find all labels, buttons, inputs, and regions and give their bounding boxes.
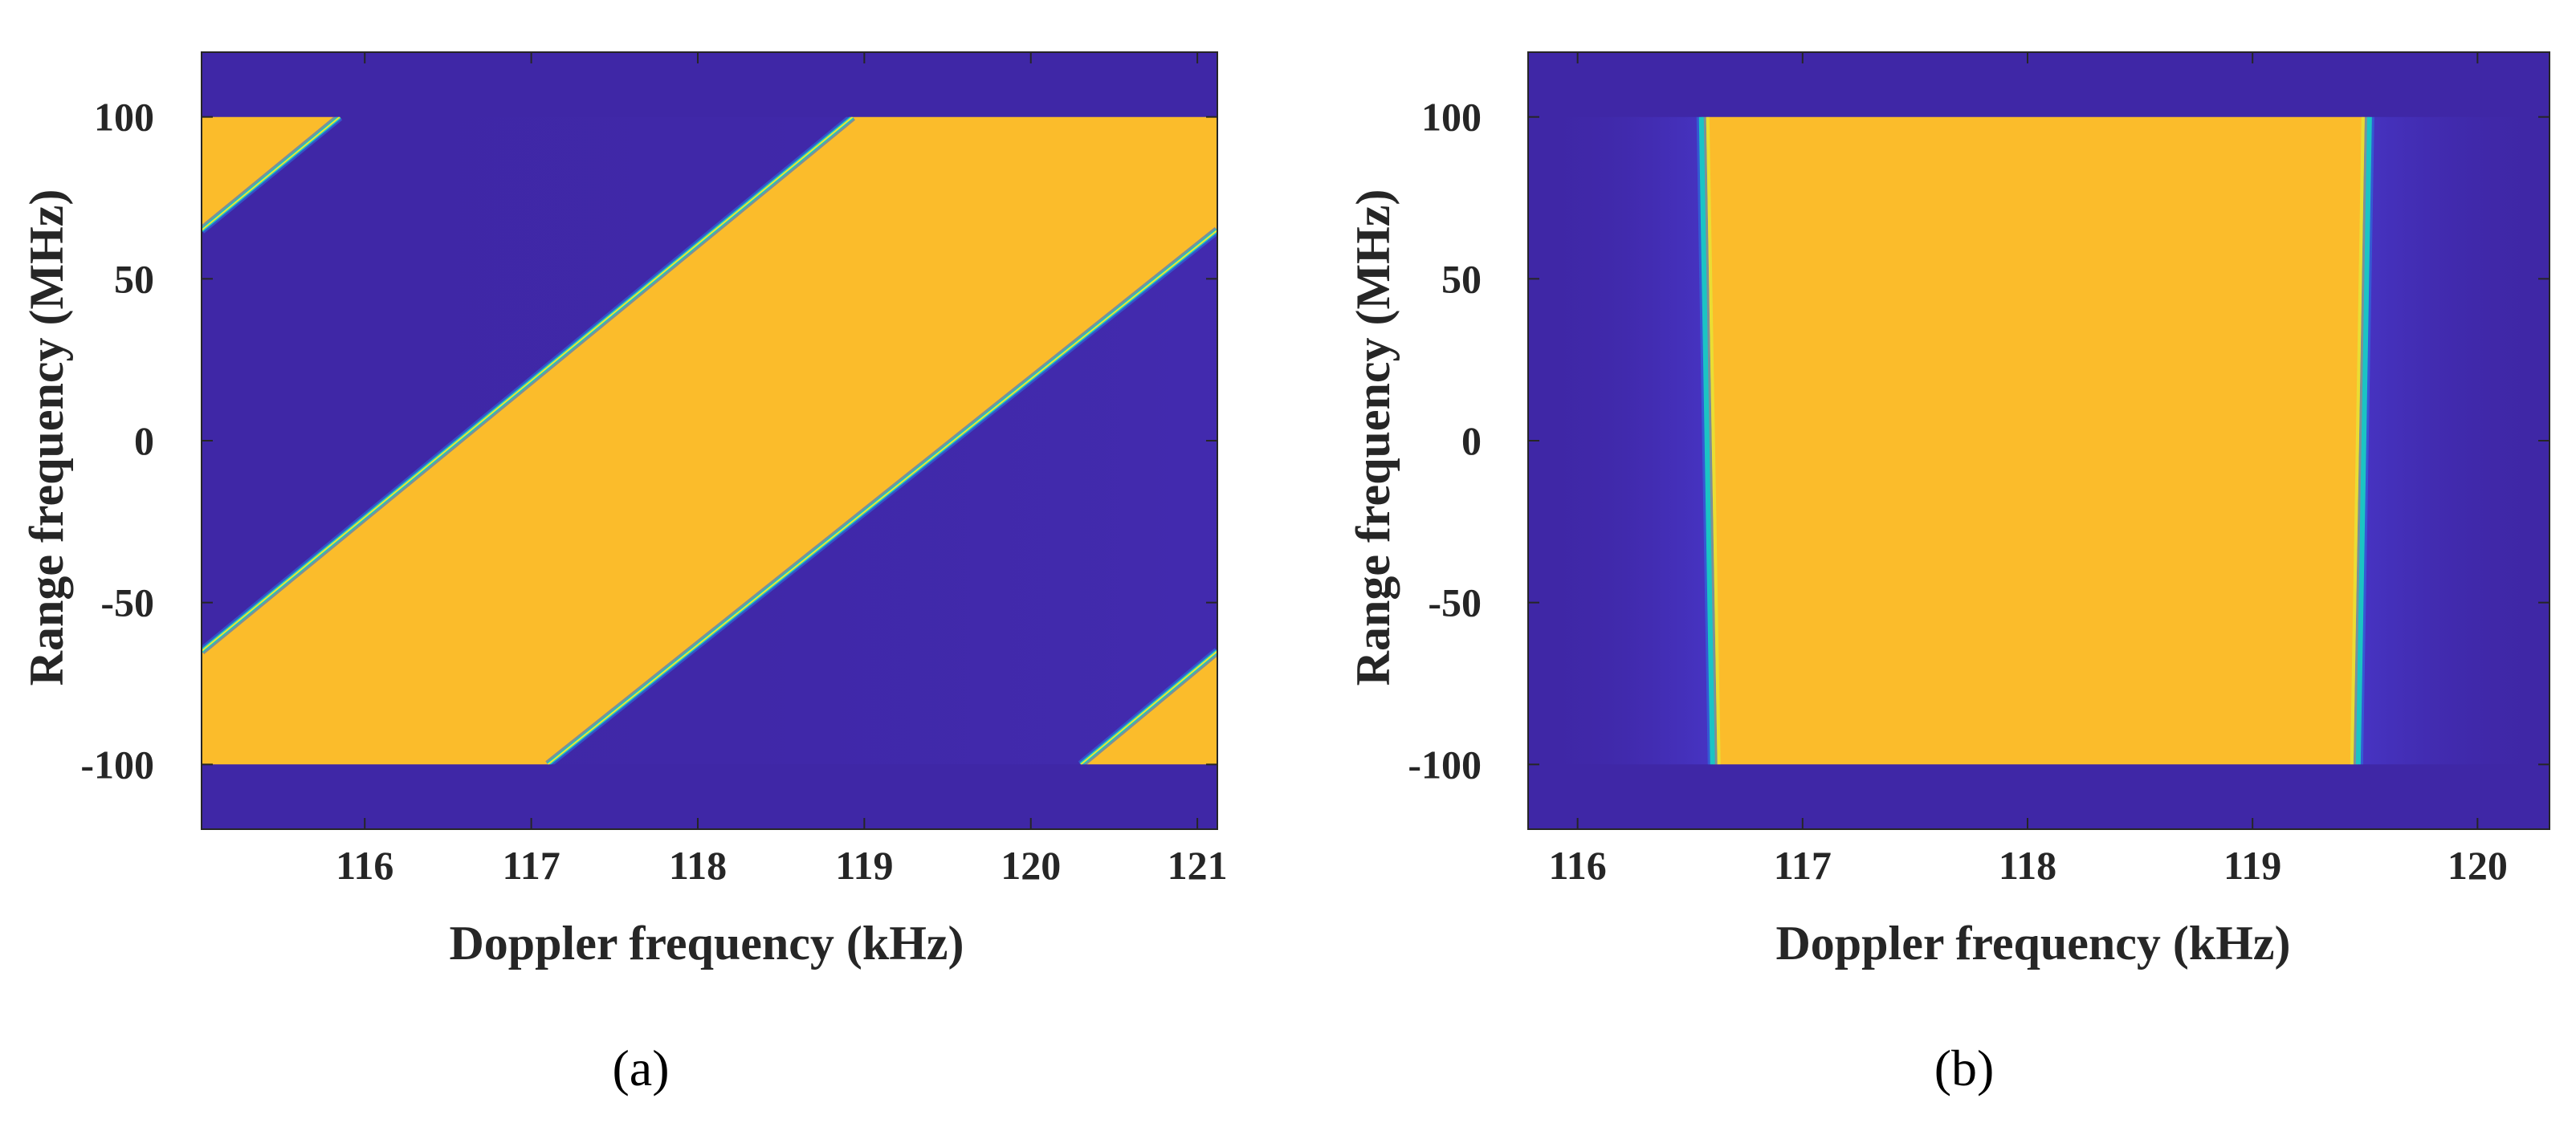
chart-panel-b: 116 117 118 119 120 100 50 0 -50 -100 Doppler fre…	[1347, 51, 2550, 1096]
band-2-upper-edge-core	[1080, 650, 1217, 766]
x-tick-label: 120	[2448, 843, 2508, 888]
chart-panel-a: 116 117 118 119 120 121 100 50 0 -50 -100 Doppler …	[20, 51, 1228, 1096]
y-axis-label-a: Range frequency (MHz)	[20, 189, 73, 686]
heatmap-a	[202, 52, 1217, 829]
bottom-empty-strip	[1528, 764, 2550, 829]
panel-label-a: (a)	[612, 1040, 669, 1096]
y-tick-label: 0	[1461, 418, 1482, 463]
y-tick-label: -50	[100, 580, 154, 625]
y-tick-label: 0	[134, 418, 154, 463]
x-tick-label: 116	[336, 843, 393, 888]
band-0-lower-edge-core	[202, 116, 340, 231]
y-tick-label: 50	[1441, 256, 1482, 301]
band-left-edge-core	[1706, 116, 1721, 765]
x-tick-label: 118	[669, 843, 727, 888]
x-tick-label: 121	[1168, 843, 1228, 888]
bottom-empty-strip	[202, 764, 1217, 829]
x-tick-label: 120	[1001, 843, 1061, 888]
y-tick-label: 100	[94, 95, 154, 140]
axes-a: 116 117 118 119 120 121 100 50 0 -50 -100	[80, 51, 1228, 888]
y-tick-label: -50	[1428, 580, 1482, 625]
x-tick-label: 119	[2223, 843, 2281, 888]
panel-label-b: (b)	[1934, 1040, 1995, 1096]
band-1-lower-edge-core	[547, 230, 1217, 766]
band-1-upper-edge-core	[202, 116, 854, 652]
top-empty-strip	[1528, 52, 2550, 117]
band-right-edge-core	[2350, 116, 2365, 765]
y-axis-label-b: Range frequency (MHz)	[1347, 189, 1400, 686]
top-empty-strip	[202, 52, 1217, 117]
x-tick-label: 118	[1999, 843, 2056, 888]
x-tick-label: 119	[835, 843, 893, 888]
axes-b: 116 117 118 119 120 100 50 0 -50 -100	[1408, 51, 2550, 888]
band-left-glow	[1540, 116, 1713, 765]
band-0	[1701, 116, 2370, 765]
y-tick-label: 50	[114, 256, 154, 301]
band-1	[202, 116, 1217, 765]
x-axis-label-a: Doppler frequency (kHz)	[449, 917, 964, 970]
heatmap-b	[1528, 52, 2550, 829]
x-tick-label: 117	[1774, 843, 1832, 888]
band-right-glow	[2358, 116, 2546, 765]
x-axis-label-b: Doppler frequency (kHz)	[1775, 917, 2290, 970]
x-tick-label: 116	[1549, 843, 1607, 888]
y-tick-label: -100	[80, 742, 154, 787]
x-tick-label: 117	[502, 843, 560, 888]
band-left-edge	[1698, 116, 1715, 765]
y-tick-label: -100	[1408, 742, 1482, 787]
band-right-edge	[2355, 116, 2372, 765]
y-tick-label: 100	[1421, 95, 1482, 140]
